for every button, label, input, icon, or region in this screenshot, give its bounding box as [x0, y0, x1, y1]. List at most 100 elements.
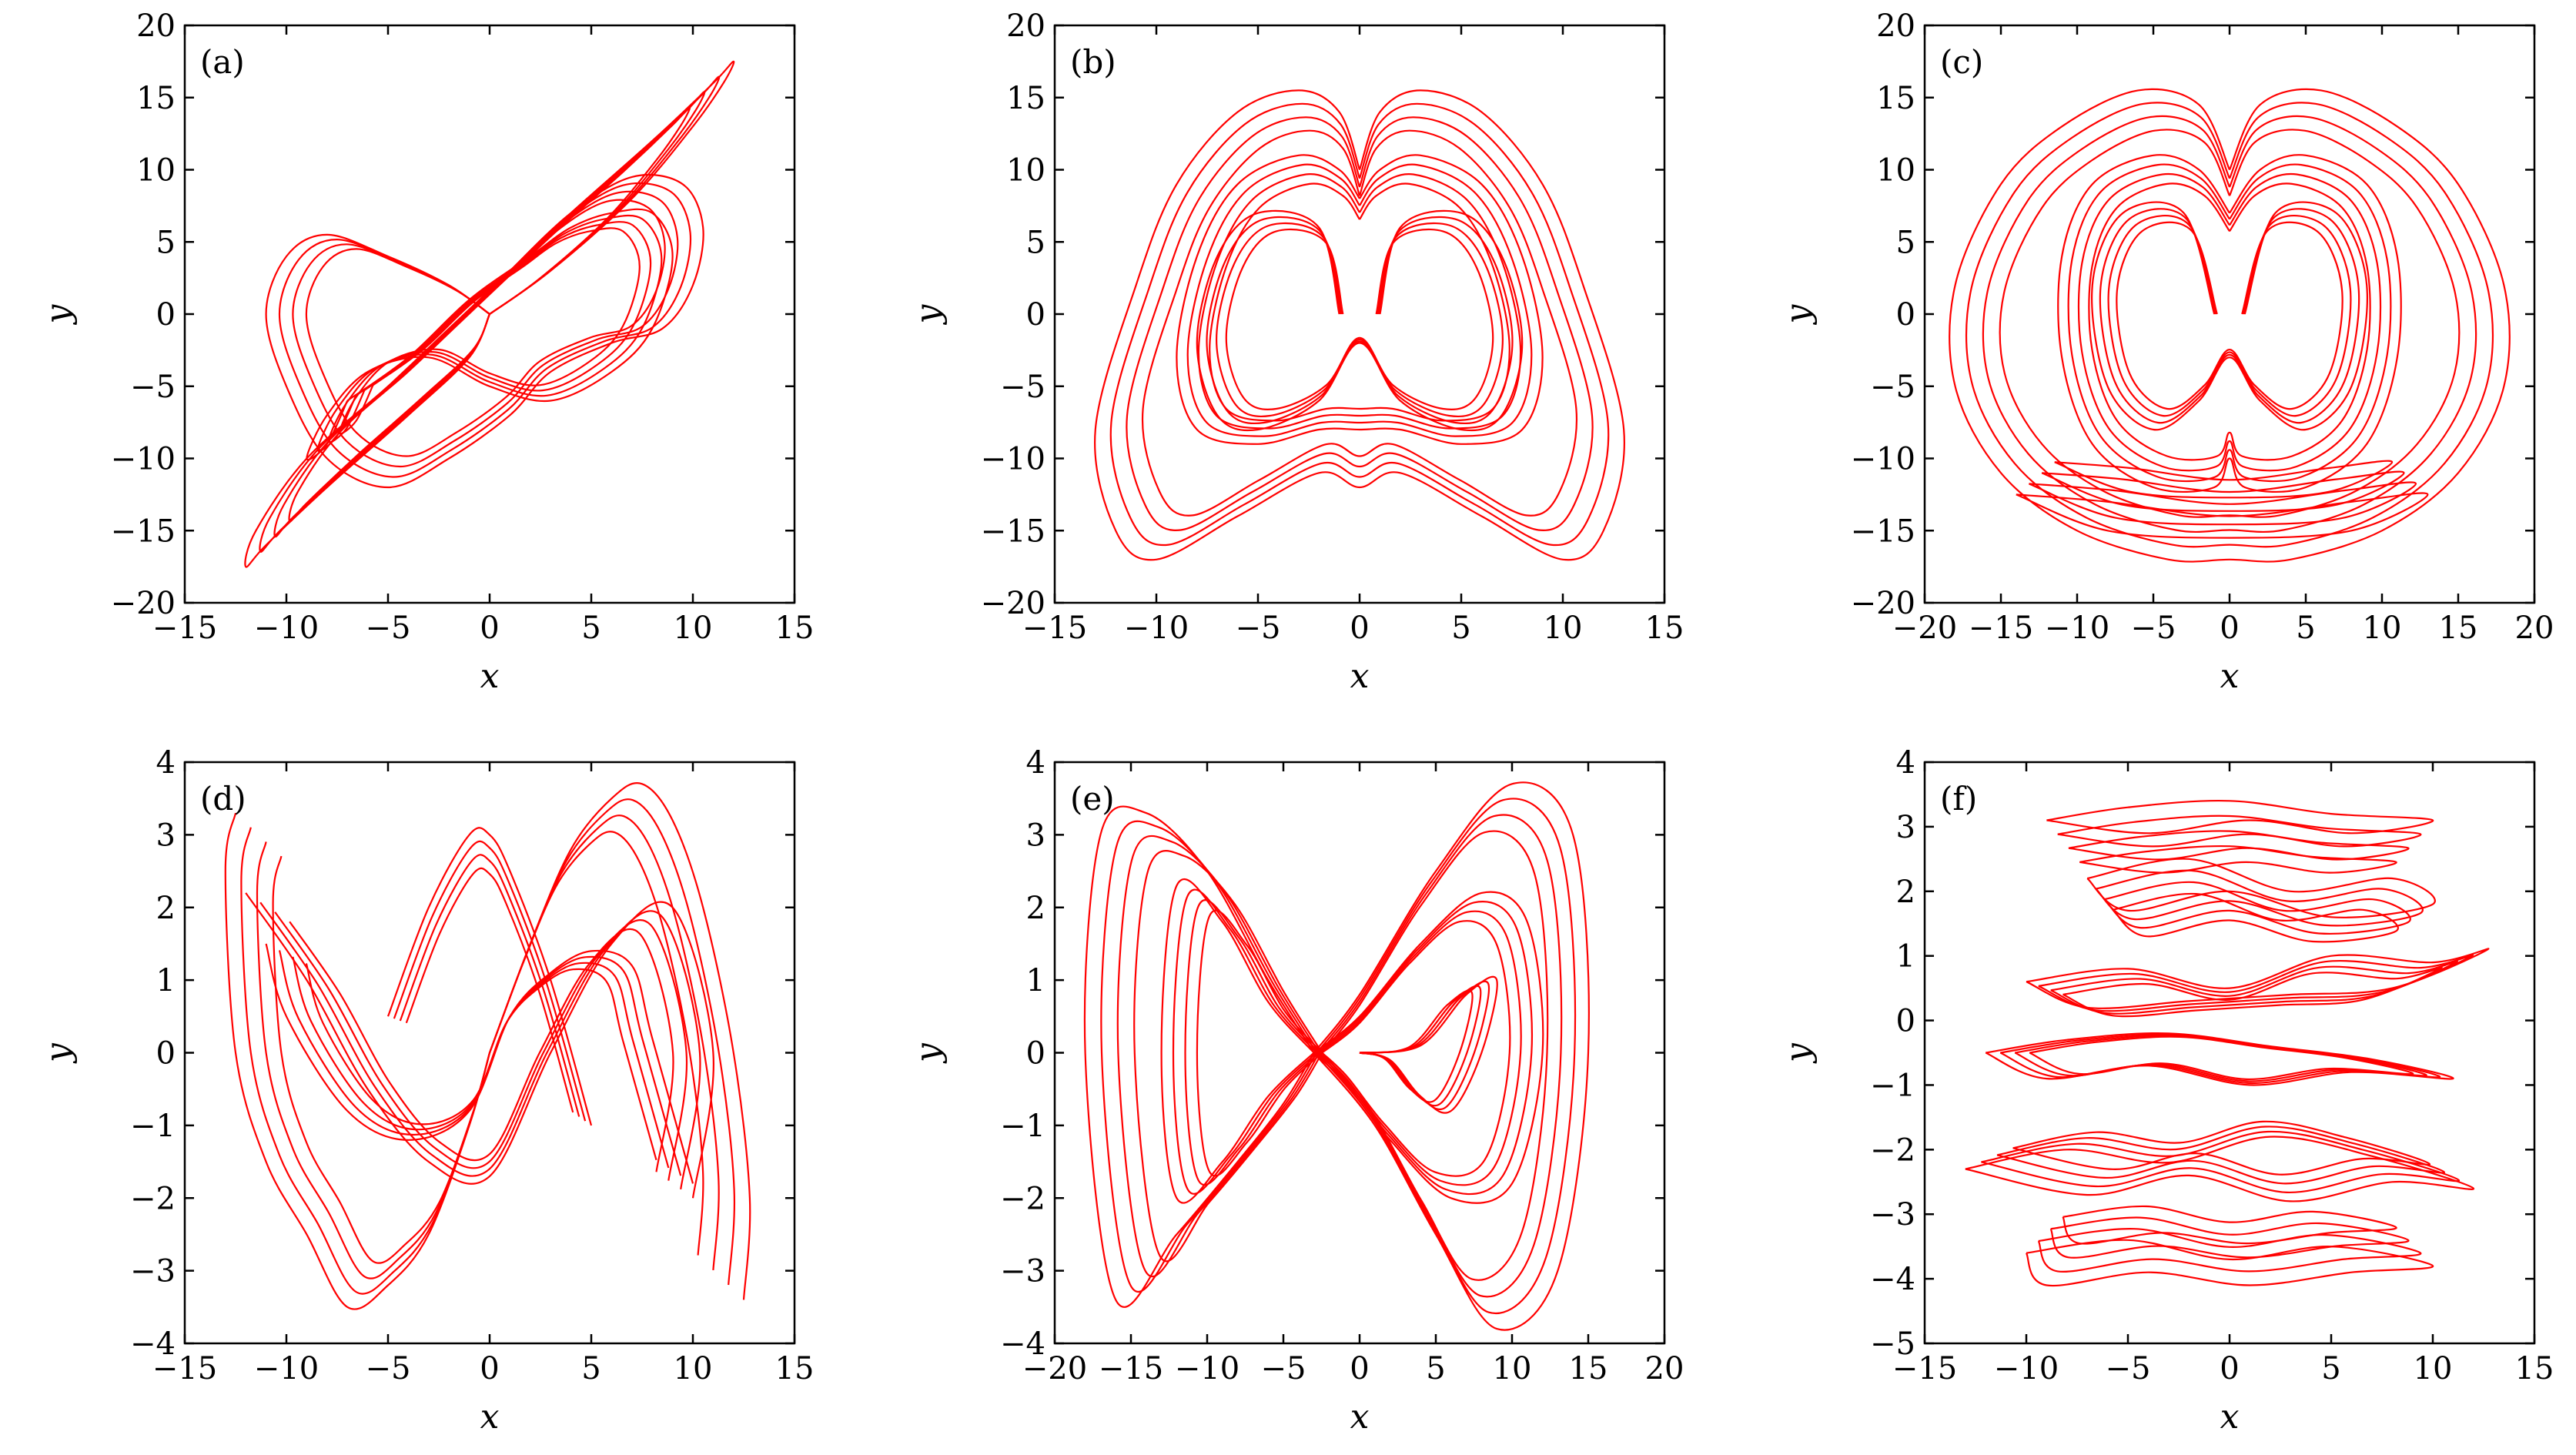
x-tick-label: 5 — [2296, 610, 2315, 646]
trajectory-1-2 — [292, 190, 679, 468]
trajectory-2-1 — [1316, 901, 1533, 1196]
trajectory-1-3 — [1321, 830, 1549, 1281]
trajectory-1-3 — [305, 199, 666, 457]
trajectory-4-3 — [405, 867, 574, 1113]
trajectory-2-2 — [2107, 215, 2352, 417]
x-tick-label: 15 — [775, 1351, 815, 1386]
trajectory-2-1 — [2099, 208, 2360, 424]
y-tick-label: −3 — [1000, 1254, 1045, 1289]
y-tick-label: 3 — [1896, 810, 1915, 845]
trajectory-4-1 — [1359, 980, 1490, 1110]
y-tick-label: 20 — [136, 8, 176, 44]
x-tick-label: 10 — [674, 1351, 713, 1386]
y-axis-label: y — [38, 303, 78, 325]
y-tick-label: −1 — [1000, 1109, 1045, 1144]
x-tick-label: −5 — [2131, 610, 2176, 646]
y-tick-label: −4 — [1000, 1326, 1045, 1362]
y-tick-label: 4 — [1026, 745, 1045, 781]
y-tick-label: −3 — [1870, 1197, 1915, 1233]
trajectory-1-0 — [488, 782, 751, 1300]
y-tick-label: 0 — [156, 297, 176, 333]
trajectory-2-0 — [2091, 201, 2368, 431]
trajectory-3-2 — [1184, 899, 1320, 1186]
trajectory-2-1 — [259, 901, 701, 1190]
x-tick-label: 5 — [1426, 1351, 1445, 1386]
y-tick-label: −4 — [130, 1326, 176, 1362]
trajectory-0-0 — [1083, 805, 1315, 1308]
y-tick-label: −2 — [1870, 1132, 1915, 1168]
trajectory-2-2 — [2050, 960, 2459, 1015]
trajectory-2-2 — [1216, 222, 1504, 418]
y-tick-label: 3 — [1026, 818, 1045, 853]
x-tick-label: 0 — [480, 610, 499, 646]
panel-label: (b) — [1070, 43, 1116, 81]
y-tick-label: −10 — [111, 442, 176, 477]
trajectory-1-2 — [2103, 881, 2411, 935]
x-axis-label: x — [1350, 657, 1370, 696]
x-tick-label: −10 — [1124, 610, 1189, 646]
x-tick-label: 10 — [2414, 1351, 2453, 1386]
trajectory-2-2 — [274, 911, 688, 1181]
x-tick-label: −10 — [2045, 610, 2109, 646]
trajectory-1-3 — [1209, 182, 1510, 422]
trajectory-0-3 — [1141, 129, 1578, 517]
y-tick-label: 10 — [1006, 153, 1045, 189]
x-tick-label: −10 — [1175, 1351, 1239, 1386]
trajectory-2-0 — [306, 208, 674, 461]
y-tick-label: 20 — [1876, 8, 1915, 44]
x-axis-label: x — [480, 1397, 500, 1437]
y-tick-label: 0 — [1896, 1004, 1915, 1039]
y-tick-label: −4 — [1870, 1262, 1915, 1297]
trajectory-0-3 — [288, 105, 691, 523]
y-tick-label: −10 — [981, 442, 1045, 477]
x-tick-label: −15 — [152, 610, 217, 646]
trajectory-1-1 — [2095, 869, 2424, 927]
x-tick-label: 20 — [2515, 610, 2554, 646]
y-tick-label: −5 — [1870, 1326, 1915, 1362]
plot-frame — [1053, 24, 1666, 604]
trajectory-0-0 — [244, 60, 735, 568]
y-tick-label: 1 — [1896, 939, 1915, 975]
y-axis-label: y — [908, 1042, 948, 1064]
x-tick-label: −5 — [2106, 1351, 2151, 1386]
trajectory-2-3 — [2116, 221, 2343, 410]
trajectory-4-0 — [1359, 975, 1498, 1114]
y-tick-label: −20 — [981, 586, 1045, 621]
trajectory-2-3 — [339, 227, 641, 435]
y-tick-label: −1 — [130, 1109, 176, 1144]
trajectory-4-1 — [1981, 1130, 2460, 1194]
trajectory-0-0 — [224, 812, 491, 1310]
trajectory-5-1 — [2037, 1228, 2422, 1273]
y-tick-label: 1 — [156, 963, 176, 998]
trajectory-2-1 — [2038, 954, 2474, 1012]
trajectory-0-1 — [1100, 820, 1318, 1293]
x-axis-label: x — [1350, 1397, 1370, 1437]
x-tick-label: −15 — [1022, 610, 1087, 646]
x-tick-label: 0 — [2220, 1351, 2239, 1386]
x-tick-label: −5 — [1261, 1351, 1306, 1386]
x-tick-label: 15 — [2515, 1351, 2554, 1386]
trajectory-1-2 — [1197, 172, 1522, 430]
y-tick-label: 2 — [1026, 891, 1045, 926]
x-tick-label: −20 — [1022, 1351, 1087, 1386]
trajectory-1-3 — [488, 831, 704, 1256]
trajectory-2-3 — [2062, 966, 2443, 1018]
x-tick-label: −15 — [1892, 1351, 1957, 1386]
y-axis-label: y — [908, 303, 948, 325]
x-tick-label: 5 — [2321, 1351, 2340, 1386]
x-tick-label: −15 — [1099, 1351, 1163, 1386]
panel-c: −20 −15 −10 −5 0 5 10 15 20 −20 −15 −10 −5 0 5 10 15 20 x y… — [1778, 8, 2554, 696]
trajectory-5-3 — [2062, 1205, 2397, 1245]
y-tick-label: 15 — [136, 81, 176, 116]
trajectory-1-2 — [488, 814, 720, 1270]
y-tick-label: 5 — [1896, 225, 1915, 260]
y-tick-label: 15 — [1876, 81, 1915, 116]
x-tick-label: 15 — [1569, 1351, 1608, 1386]
panel-label: (d) — [200, 780, 246, 818]
y-tick-label: 1 — [1026, 963, 1045, 998]
y-tick-label: 0 — [1026, 297, 1045, 333]
trajectory-1-0 — [1313, 781, 1590, 1331]
